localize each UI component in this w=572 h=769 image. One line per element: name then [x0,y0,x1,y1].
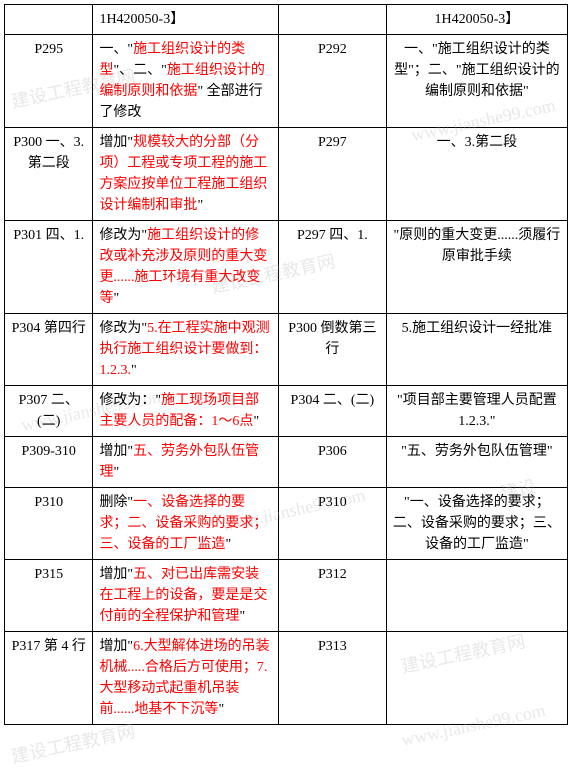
change-description-right: 5.施工组织设计一经批准 [386,314,567,386]
page-ref-left: P309-310 [5,437,93,488]
table-row: P301 四、1.修改为"施工组织设计的修改或补充涉及原则的重大变更......… [5,221,568,314]
page-ref-right [278,5,386,35]
normal-text: 一、" [99,42,133,57]
normal-text: 一、3.第二段 [437,135,518,150]
table-body: 1H420050-3】 1H420050-3】 P295一、"施工组织设计的类型"、… [5,5,568,725]
normal-text: " [197,198,203,213]
page-ref-left: P310 [5,488,93,560]
normal-text: " [239,609,245,624]
table-row: P310删除"一、设备选择的要求；二、设备采购的要求；三、设备的工厂监造"P31… [5,488,568,560]
normal-text: 删除" [99,495,133,510]
change-description-left: 删除"一、设备选择的要求；二、设备采购的要求；三、设备的工厂监造" [93,488,279,560]
normal-text: " [131,363,137,378]
normal-text: 一、"施工组织设计的类型"；二、"施工组织设计的编制原则和依据" [394,42,559,99]
normal-text: 修改为：" [99,393,161,408]
normal-text: " [218,702,224,717]
table-row: 1H420050-3】 1H420050-3】 [5,5,568,35]
normal-text: 修改为" [99,228,147,243]
change-description-right: 1H420050-3】 [386,5,567,35]
page-ref-right: P300 倒数第三行 [278,314,386,386]
table-row: P300 一、3. 第二段增加"规模较大的分部（分项）工程或专项工程的施工方案应… [5,128,568,221]
normal-text: " [113,465,119,480]
normal-text: "、二、" [113,63,166,78]
page-ref-left: P315 [5,560,93,632]
page-ref-right: P306 [278,437,386,488]
page-ref-right: P310 [278,488,386,560]
table-row: P317 第 4 行增加"6.大型解体进场的吊装机械.....合格后方可使用；7… [5,632,568,725]
page-ref-left: P301 四、1. [5,221,93,314]
change-description-right: "项目部主要管理人员配置 1.2.3." [386,386,567,437]
normal-text: "一、设备选择的要求；二、设备采购的要求；三、设备的工厂监造" [393,495,561,552]
page-ref-right: P297 四、1. [278,221,386,314]
change-description-left: 增加"6.大型解体进场的吊装机械.....合格后方可使用；7.大型移动式起重机吊… [93,632,279,725]
normal-text: " [253,414,259,429]
page-ref-left: P307 二、(二) [5,386,93,437]
table-row: P295一、"施工组织设计的类型"、二、"施工组织设计的编制原则和依据" 全部进… [5,35,568,128]
normal-text: "项目部主要管理人员配置 1.2.3." [397,393,557,429]
change-description-left: 一、"施工组织设计的类型"、二、"施工组织设计的编制原则和依据" 全部进行了修改 [93,35,279,128]
page-ref-left [5,5,93,35]
page-ref-right: P304 二、(二) [278,386,386,437]
normal-text: "原则的重大变更......须履行原审批手续 [394,228,561,264]
change-description-right [386,632,567,725]
comparison-table: 1H420050-3】 1H420050-3】 P295一、"施工组织设计的类型"、… [4,4,568,725]
change-description-left: 增加"规模较大的分部（分项）工程或专项工程的施工方案应按单位工程施工组织设计编制… [93,128,279,221]
page-ref-left: P304 第四行 [5,314,93,386]
normal-text: 1H420050-3】 [99,12,184,27]
change-description-right: "一、设备选择的要求；二、设备采购的要求；三、设备的工厂监造" [386,488,567,560]
page-ref-left: P295 [5,35,93,128]
change-description-left: 增加"五、对已出库需安装在工程上的设备，要是是交付前的全程保护和管理" [93,560,279,632]
change-description-right: "原则的重大变更......须履行原审批手续 [386,221,567,314]
change-description-right: 一、"施工组织设计的类型"；二、"施工组织设计的编制原则和依据" [386,35,567,128]
normal-text: 增加" [99,444,133,459]
change-description-right: 一、3.第二段 [386,128,567,221]
normal-text: 增加" [99,639,133,654]
normal-text: 5.施工组织设计一经批准 [402,321,553,336]
table-row: P304 第四行修改为"5.在工程实施中观测执行施工组织设计要做到：1.2.3.… [5,314,568,386]
page-ref-left: P317 第 4 行 [5,632,93,725]
page-ref-right: P292 [278,35,386,128]
table-row: P307 二、(二)修改为："施工现场项目部主要人员的配备：1～6点"P304 … [5,386,568,437]
page-ref-left: P300 一、3. 第二段 [5,128,93,221]
change-description-left: 1H420050-3】 [93,5,279,35]
change-description-left: 修改为"5.在工程实施中观测执行施工组织设计要做到：1.2.3." [93,314,279,386]
change-description-left: 修改为"施工组织设计的修改或补充涉及原则的重大变更......施工环境有重大改变… [93,221,279,314]
change-description-right: "五、劳务外包队伍管理" [386,437,567,488]
normal-text: " [113,291,119,306]
normal-text: 修改为" [99,321,147,336]
page-ref-right: P312 [278,560,386,632]
normal-text: 增加" [99,567,133,582]
page-ref-right: P313 [278,632,386,725]
normal-text: 1H420050-3】 [435,12,520,27]
change-description-left: 修改为："施工现场项目部主要人员的配备：1～6点" [93,386,279,437]
change-description-right [386,560,567,632]
normal-text: "五、劳务外包队伍管理" [401,444,552,459]
table-row: P309-310增加"五、劳务外包队伍管理"P306 "五、劳务外包队伍管理" [5,437,568,488]
change-description-left: 增加"五、劳务外包队伍管理" [93,437,279,488]
page-ref-right: P297 [278,128,386,221]
normal-text: 增加" [99,135,133,150]
table-row: P315增加"五、对已出库需安装在工程上的设备，要是是交付前的全程保护和管理"P… [5,560,568,632]
normal-text: " [225,537,231,552]
